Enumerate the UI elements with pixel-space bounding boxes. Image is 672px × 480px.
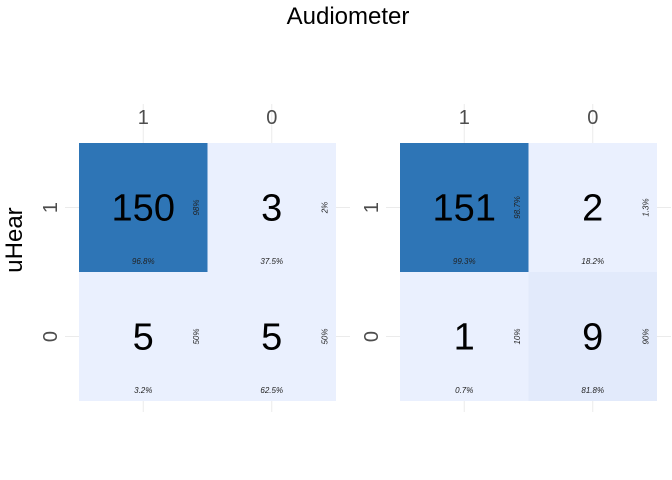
cell-count-label: 150 bbox=[112, 188, 175, 230]
cell-row-percent-label: 10% bbox=[513, 328, 522, 344]
cell-count-label: 2 bbox=[582, 188, 603, 230]
cell-row-percent-label: 98.7% bbox=[513, 196, 522, 219]
heatmap-cell bbox=[79, 143, 208, 272]
cell-count-label: 5 bbox=[133, 317, 154, 359]
heatmap-cell bbox=[528, 272, 657, 401]
cell-count-label: 1 bbox=[454, 317, 475, 359]
cell-column-percent-label: 62.5% bbox=[260, 386, 283, 395]
cell-count-label: 151 bbox=[433, 188, 496, 230]
cell-column-percent-label: 0.7% bbox=[455, 386, 473, 395]
x-tick-label: 0 bbox=[266, 107, 277, 129]
heatmap-cell bbox=[400, 272, 529, 401]
cell-count-label: 3 bbox=[261, 188, 282, 230]
y-tick-label: 0 bbox=[40, 331, 62, 342]
cell-column-percent-label: 3.2% bbox=[134, 386, 152, 395]
cell-count-label: 5 bbox=[261, 317, 282, 359]
cell-column-percent-label: 99.3% bbox=[453, 257, 476, 266]
panels: 1 0 1 0 150 96.8% 98% 3 37.5% 2% 5 3.2% 50% 5 62.5% 50%… bbox=[40, 104, 671, 412]
cell-column-percent-label: 18.2% bbox=[581, 257, 604, 266]
y-tick-label: 1 bbox=[361, 202, 383, 213]
y-tick-label: 0 bbox=[361, 331, 383, 342]
heatmap-cell bbox=[207, 272, 336, 401]
cell-row-percent-label: 1.3% bbox=[642, 198, 651, 216]
x-tick-label: 1 bbox=[138, 107, 149, 129]
y-axis-label: uHear bbox=[1, 207, 28, 272]
cell-column-percent-label: 37.5% bbox=[260, 257, 283, 266]
heatmap-cell bbox=[400, 143, 529, 272]
cell-count-label: 9 bbox=[582, 317, 603, 359]
cell-row-percent-label: 98% bbox=[192, 199, 201, 215]
x-tick-label: 1 bbox=[459, 107, 470, 129]
cell-column-percent-label: 96.8% bbox=[132, 257, 155, 266]
cell-row-percent-label: 2% bbox=[321, 202, 330, 215]
chart-title: Audiometer bbox=[287, 3, 410, 30]
y-tick-label: 1 bbox=[40, 202, 62, 213]
cell-row-percent-label: 50% bbox=[321, 328, 330, 344]
heatmap-cell bbox=[528, 143, 657, 272]
cell-row-percent-label: 50% bbox=[192, 328, 201, 344]
cell-row-percent-label: 90% bbox=[642, 328, 651, 344]
heatmap-cell bbox=[207, 143, 336, 272]
heatmap-cell bbox=[79, 272, 208, 401]
x-tick-label: 0 bbox=[587, 107, 598, 129]
cell-column-percent-label: 81.8% bbox=[581, 386, 604, 395]
